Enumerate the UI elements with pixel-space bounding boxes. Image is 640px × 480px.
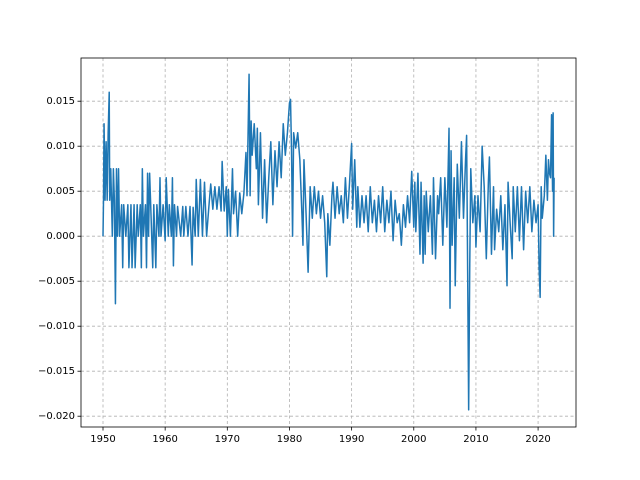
y-tick-label: −0.015 <box>38 366 75 377</box>
x-tick-label: 2010 <box>463 434 488 445</box>
x-tick-label: 1950 <box>90 434 115 445</box>
x-tick-label: 1980 <box>277 434 302 445</box>
plot-frame <box>80 57 577 428</box>
x-tick-label: 2020 <box>525 434 550 445</box>
y-tick-label: 0.010 <box>46 141 75 152</box>
y-tick-label: −0.005 <box>38 276 75 287</box>
y-tick-label: 0.015 <box>46 96 75 107</box>
x-tick-label: 2000 <box>401 434 426 445</box>
x-tick-label: 1960 <box>152 434 177 445</box>
y-tick-label: −0.010 <box>38 321 75 332</box>
y-tick-label: −0.020 <box>38 411 75 422</box>
y-tick-label: 0.005 <box>46 186 75 197</box>
x-tick-label: 1970 <box>215 434 240 445</box>
data-line <box>102 73 555 411</box>
x-tick-label: 1990 <box>339 434 364 445</box>
y-tick-label: 0.000 <box>46 231 75 242</box>
